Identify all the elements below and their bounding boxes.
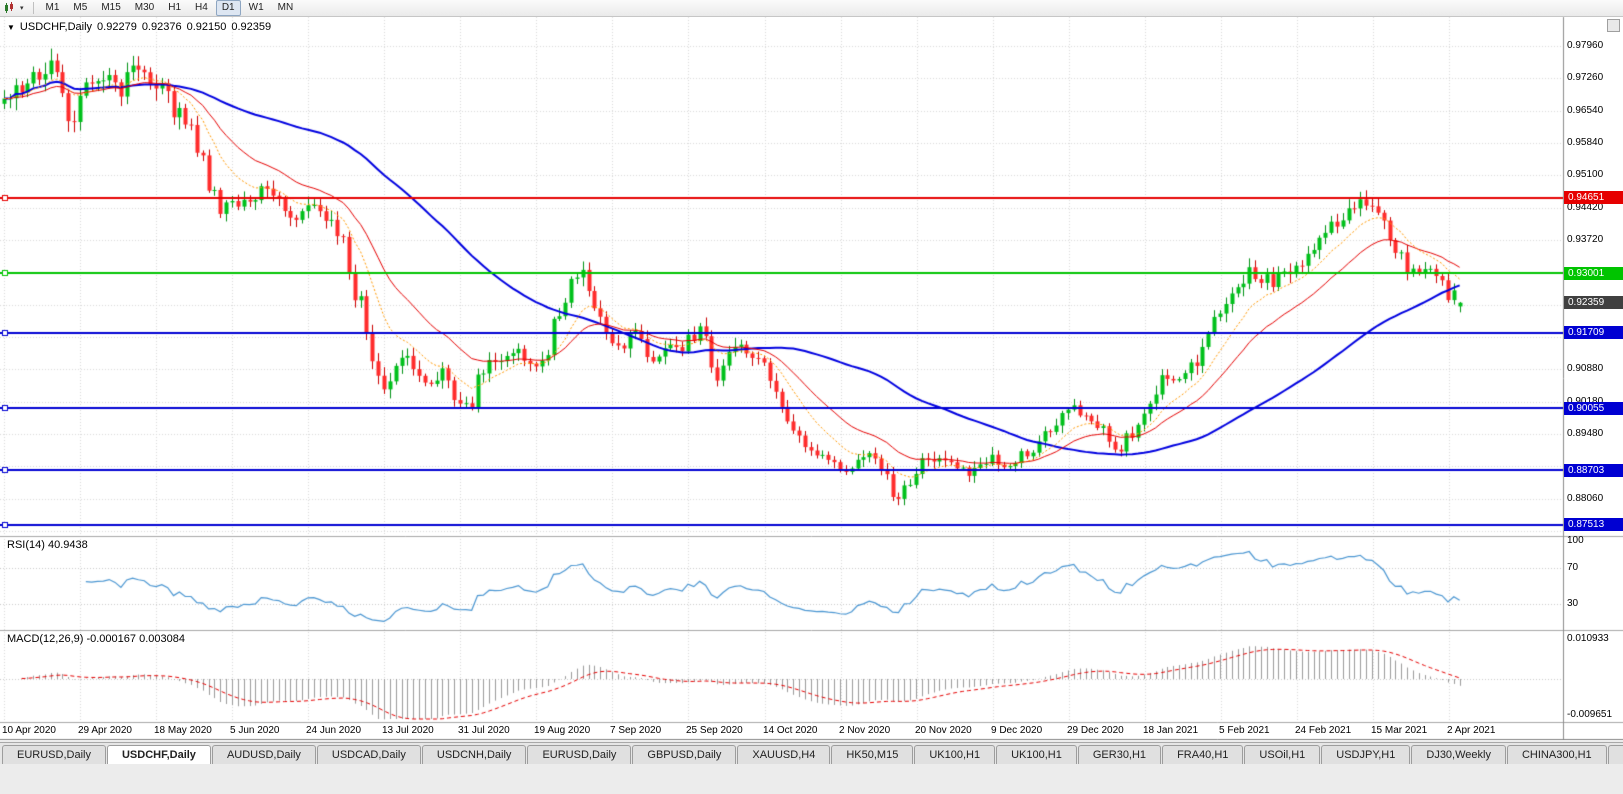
chart-tab-bar: EURUSD,Daily USDCHF,Daily AUDUSD,Daily USDC… [0, 742, 1623, 764]
chart-tab-eurusd-daily[interactable]: EURUSD,Daily [527, 745, 632, 764]
timeframe-button-m15[interactable]: M15 [101, 2, 121, 13]
chart-tab-usdcad-daily[interactable]: USDCAD,Daily [316, 745, 421, 764]
window-background [0, 764, 1623, 794]
timeframe-button-m30[interactable]: M30 [134, 2, 155, 13]
chart-tab-xauusd-h4[interactable]: XAUUSD,H4 [737, 745, 831, 764]
chart-tab-hk50-m15[interactable]: HK50,M15 [831, 745, 914, 764]
chart-tab-usoil-h1[interactable]: USOil,H1 [1244, 745, 1321, 764]
chart-tab-uk100-h1[interactable]: UK100,H1 [996, 745, 1077, 764]
chart-tab-usdcnh-daily[interactable]: USDCNH,Daily [421, 745, 527, 764]
chart-tab-usdchf-h1[interactable]: USDCHF,H1 [1607, 745, 1623, 764]
timeframe-button-m5[interactable]: M5 [73, 2, 88, 13]
chevron-down-icon: ▾ [20, 5, 24, 12]
timeframe-button-d1[interactable]: D1 [215, 0, 241, 16]
timeframe-button-group: M1 M5 M15 M30 H1 H4 D1 W1 MN [39, 0, 301, 16]
timeframe-button-w1[interactable]: W1 [248, 2, 264, 13]
timeframe-button-h1[interactable]: H1 [168, 2, 182, 13]
toolbar-separator [32, 2, 34, 14]
chart-tab-china300-h1[interactable]: CHINA300,H1 [1506, 745, 1607, 764]
chart-tab-usdjpy-h1[interactable]: USDJPY,H1 [1321, 745, 1411, 764]
chart-type-button[interactable]: ▾ [0, 1, 28, 16]
chart-tab-audusd-daily[interactable]: AUDUSD,Daily [211, 745, 316, 764]
timeframe-button-mn[interactable]: MN [277, 2, 294, 13]
chart-tab-dj30-weekly[interactable]: DJ30,Weekly [1411, 745, 1506, 764]
chart-canvas[interactable] [0, 0, 1623, 740]
chart-tab-eurusd-daily[interactable]: EURUSD,Daily [2, 745, 106, 764]
chart-scroll-button[interactable] [1607, 19, 1620, 32]
candlestick-chart-icon [5, 2, 13, 13]
timeframe-button-m1[interactable]: M1 [45, 2, 60, 13]
chart-tab-uk100-h1[interactable]: UK100,H1 [914, 745, 996, 764]
chart-tab-ger30-h1[interactable]: GER30,H1 [1077, 745, 1162, 764]
chart-tab-usdchf-daily[interactable]: USDCHF,Daily [106, 745, 211, 764]
chart-tab-fra40-h1[interactable]: FRA40,H1 [1162, 745, 1244, 764]
timeframe-button-h4[interactable]: H4 [195, 2, 208, 13]
chart-tab-gbpusd-daily[interactable]: GBPUSD,Daily [632, 745, 737, 764]
toolbar: ▾ M1 M5 M15 M30 H1 H4 D1 W1 MN [0, 0, 1623, 17]
